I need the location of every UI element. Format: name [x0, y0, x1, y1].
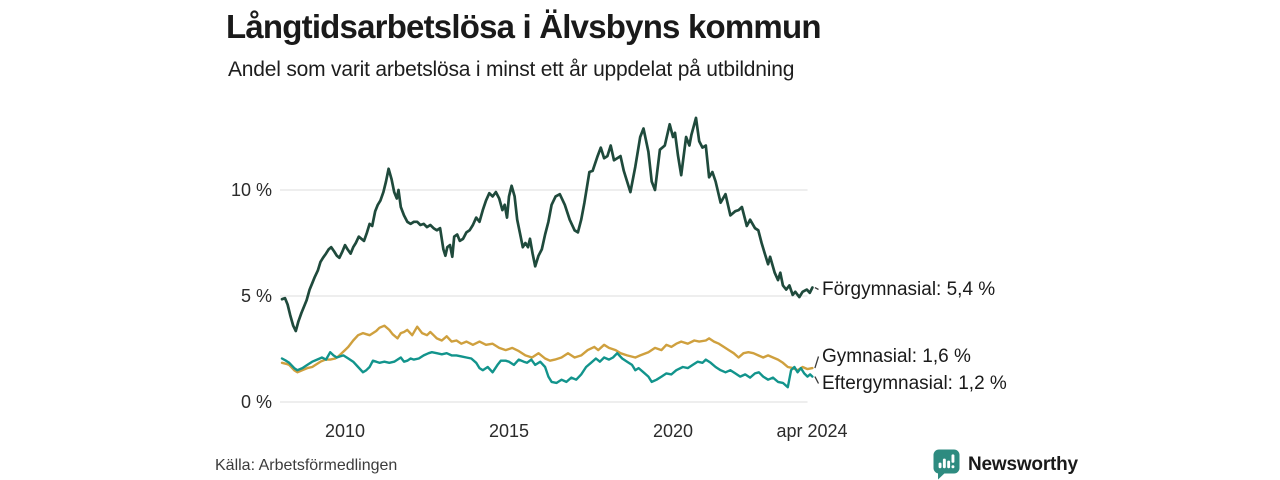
x-axis-tick-2010: 2010: [324, 421, 366, 441]
newsworthy-logo-icon: [933, 449, 960, 480]
source-note: Källa: Arbetsförmedlingen: [215, 457, 398, 474]
leader-line-förgymnasial: [814, 286, 819, 291]
leader-line-gymnasial: [814, 356, 820, 369]
series-end-label-forgymnasial: Förgymnasial: 5,4 %: [822, 279, 996, 300]
series-line-förgymnasial: [280, 116, 814, 333]
y-axis-tick-10: 10 %: [230, 180, 272, 200]
x-axis-tick-2020: 2020: [652, 421, 694, 441]
leader-line-eftergymnasial: [814, 376, 820, 384]
y-axis-tick-5: 5 %: [240, 286, 272, 306]
series-end-label-gymnasial: Gymnasial: 1,6 %: [822, 346, 971, 367]
y-axis-tick-0: 0 %: [240, 392, 272, 412]
series-end-label-eftergymnasial: Eftergymnasial: 1,2 %: [822, 373, 1007, 394]
series-line-gymnasial: [280, 324, 814, 374]
x-axis-tick-apr-2024: apr 2024: [776, 421, 848, 441]
series-line-eftergymnasial: [280, 351, 814, 389]
page-title: Långtidsarbetslösa i Älvsbyns kommun: [226, 8, 822, 45]
x-axis-tick-2015: 2015: [488, 421, 530, 441]
chart-subtitle: Andel som varit arbetslösa i minst ett å…: [228, 58, 795, 81]
brand-name: Newsworthy: [968, 453, 1078, 475]
brand-footer: Newsworthy: [933, 449, 1078, 480]
